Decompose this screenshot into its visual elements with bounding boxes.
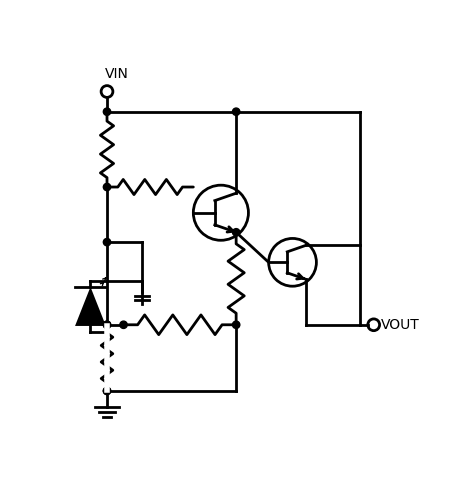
- Circle shape: [103, 387, 111, 395]
- Text: VIN: VIN: [105, 67, 129, 81]
- Circle shape: [103, 321, 111, 329]
- Polygon shape: [75, 287, 106, 326]
- Circle shape: [103, 239, 111, 246]
- Text: VOUT: VOUT: [381, 318, 420, 332]
- Circle shape: [103, 108, 111, 116]
- Circle shape: [232, 321, 240, 329]
- Circle shape: [232, 108, 240, 116]
- Circle shape: [103, 321, 111, 329]
- Circle shape: [103, 387, 111, 395]
- Circle shape: [120, 321, 127, 329]
- Circle shape: [103, 183, 111, 191]
- Circle shape: [232, 229, 240, 236]
